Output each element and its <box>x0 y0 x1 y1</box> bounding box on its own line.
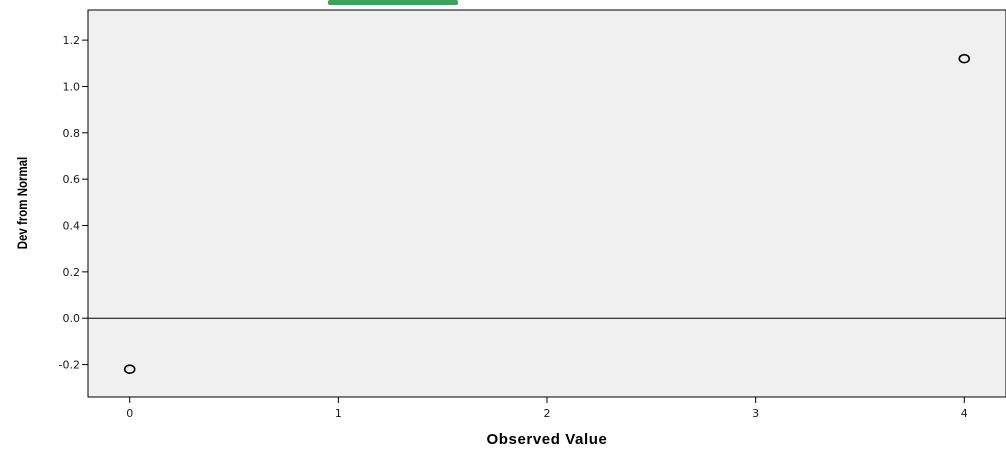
plot-area <box>87 9 1006 398</box>
y-tick-label: 0.6 <box>63 173 81 186</box>
x-tick-label: 2 <box>544 407 551 420</box>
y-tick-label: -0.2 <box>59 359 80 372</box>
y-tick-label: 1.2 <box>63 34 81 47</box>
y-tick-label: 0.8 <box>63 127 81 140</box>
data-point <box>958 53 971 64</box>
x-tick-label: 1 <box>335 407 342 420</box>
x-tick-label: 0 <box>126 407 133 420</box>
y-tick-label: 0.2 <box>63 266 81 279</box>
y-tick-label: 0.0 <box>63 312 81 325</box>
data-points <box>123 53 971 374</box>
x-tick-label: 3 <box>752 407 759 420</box>
y-axis-title: Dev from Normal <box>14 157 30 249</box>
x-axis: 0 1 2 3 4 <box>126 397 968 420</box>
data-point <box>123 364 136 374</box>
y-tick-label: 1.0 <box>63 80 81 93</box>
watermark-band <box>328 0 458 5</box>
x-axis-title: Observed Value <box>487 431 608 448</box>
y-tick-label: 0.4 <box>63 220 81 233</box>
y-axis: -0.2 0.0 0.2 0.4 0.6 0.8 1.0 1.2 <box>59 34 88 372</box>
x-tick-label: 4 <box>961 407 968 420</box>
